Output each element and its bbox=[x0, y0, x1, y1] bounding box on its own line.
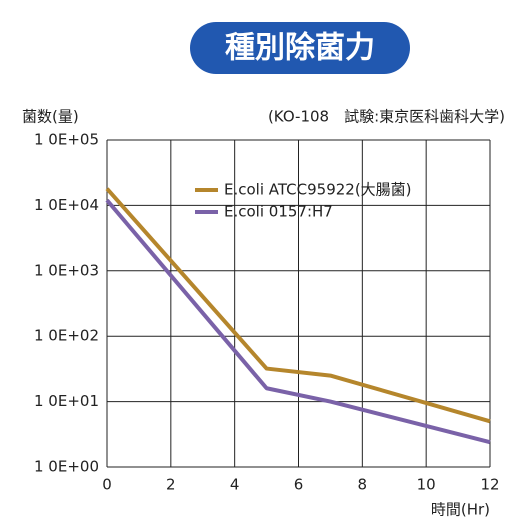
y-tick-label: 1 0E+01 bbox=[34, 392, 99, 410]
chart-title: 種別除菌力 bbox=[225, 31, 375, 66]
y-tick-label: 1 0E+00 bbox=[34, 458, 99, 476]
x-tick-label: 2 bbox=[166, 476, 176, 494]
x-tick-label: 8 bbox=[358, 476, 368, 494]
y-tick-label: 1 0E+05 bbox=[34, 131, 99, 149]
title-badge bbox=[190, 22, 410, 74]
x-tick-label: 12 bbox=[480, 476, 499, 494]
x-tick-label: 6 bbox=[294, 476, 304, 494]
legend-label: E.coli ATCC95922(大腸菌) bbox=[224, 181, 412, 199]
y-tick-label: 1 0E+02 bbox=[34, 327, 99, 345]
y-axis-label: 菌数(量) bbox=[22, 108, 79, 126]
annotation: (KO-108 試験:東京医科歯科大学) bbox=[268, 108, 505, 126]
series-line bbox=[105, 187, 491, 424]
series-line bbox=[105, 198, 491, 445]
x-tick-label: 4 bbox=[230, 476, 240, 494]
y-tick-label: 1 0E+04 bbox=[34, 196, 99, 214]
x-tick-label: 0 bbox=[102, 476, 112, 494]
x-axis-label: 時間(Hr) bbox=[431, 501, 490, 519]
legend-label: E.coli 0157:H7 bbox=[224, 203, 333, 221]
y-tick-label: 1 0E+03 bbox=[34, 261, 99, 279]
x-tick-label: 10 bbox=[417, 476, 436, 494]
